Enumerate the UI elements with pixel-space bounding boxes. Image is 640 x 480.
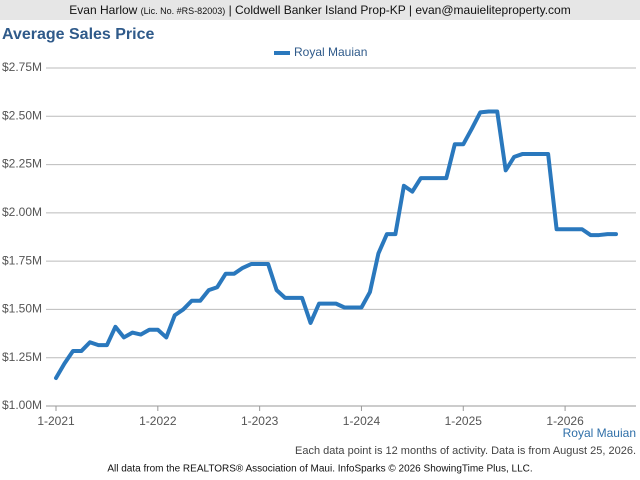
x-tick-label: 1-2021 xyxy=(37,414,75,428)
y-tick-label: $1.00M xyxy=(2,398,42,412)
chart: Average Sales Price Royal Mauian Each da… xyxy=(2,26,636,475)
x-tick-label: 1-2026 xyxy=(546,414,584,428)
series-line xyxy=(54,109,618,380)
y-tick-label: $2.50M xyxy=(2,108,42,122)
agent-details: | Coldwell Banker Island Prop-KP | evan@… xyxy=(228,3,571,17)
agent-name: Evan Harlow xyxy=(69,3,138,17)
x-tick-label: 1-2023 xyxy=(241,414,279,428)
footer: All data from the REALTORS® Association … xyxy=(107,464,532,475)
x-tick-label: 1-2022 xyxy=(139,414,177,428)
y-tick-label: $1.75M xyxy=(2,253,42,267)
license: (Lic. No. #RS-82003) xyxy=(140,6,226,16)
y-tick-label: $2.00M xyxy=(2,205,42,219)
x-axis-label: Royal Mauian xyxy=(563,426,636,440)
chart-title: Average Sales Price xyxy=(2,26,155,43)
y-tick-label: $1.50M xyxy=(2,302,42,316)
x-tick-label: 1-2025 xyxy=(445,414,483,428)
legend-label: Royal Mauian xyxy=(294,45,367,59)
note: Each data point is 12 months of activity… xyxy=(295,445,636,457)
y-tick-label: $2.25M xyxy=(2,157,42,171)
y-tick-label: $2.75M xyxy=(2,60,42,74)
header-bar: Evan Harlow (Lic. No. #RS-82003) | Coldw… xyxy=(0,0,640,20)
x-tick-label: 1-2024 xyxy=(343,414,381,428)
y-tick-label: $1.25M xyxy=(2,350,42,364)
